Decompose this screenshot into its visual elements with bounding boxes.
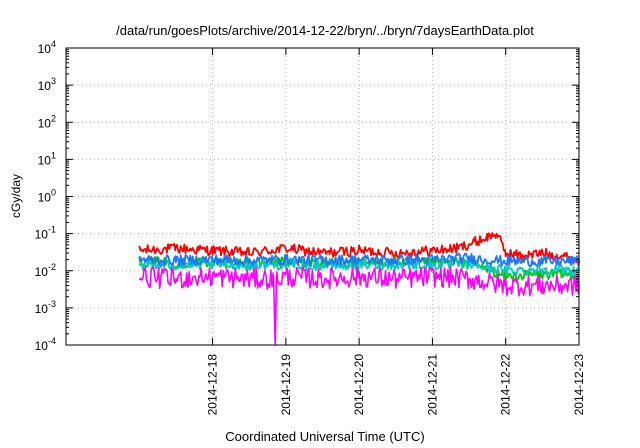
grid (66, 48, 579, 345)
x-tick-label: 2014-12-20 (352, 354, 366, 416)
x-tick-label: 2014-12-18 (206, 354, 220, 416)
x-tick-label: 2014-12-21 (425, 354, 439, 416)
x-tick-label: 2014-12-23 (572, 354, 586, 416)
series-group (138, 232, 580, 346)
x-tick-label: 2014-12-22 (499, 354, 513, 416)
series-line (138, 252, 580, 268)
y-axis-label: cGy/day (9, 174, 23, 218)
y-tick-label: 103 (38, 76, 56, 93)
y-axis: 10-4 10-3 10-2 10-1 100 101 102 103 104 (35, 39, 579, 353)
y-tick-label: 10-2 (35, 262, 56, 279)
series-line (138, 232, 580, 266)
y-tick-label: 102 (38, 113, 56, 130)
y-tick-label: 101 (38, 150, 56, 167)
series-line (138, 265, 580, 346)
y-tick-label: 100 (38, 188, 56, 205)
y-tick-label: 104 (38, 39, 56, 56)
y-tick-label: 10-4 (35, 336, 56, 353)
chart-title: /data/run/goesPlots/archive/2014-12-22/b… (116, 23, 534, 38)
y-tick-label: 10-3 (35, 299, 56, 316)
y-tick-label: 10-1 (35, 225, 56, 242)
x-axis-label: Coordinated Universal Time (UTC) (225, 429, 424, 444)
x-axis: 2014-12-18 2014-12-19 2014-12-20 2014-12-21… (206, 48, 586, 415)
x-tick-label: 2014-12-19 (279, 354, 293, 416)
